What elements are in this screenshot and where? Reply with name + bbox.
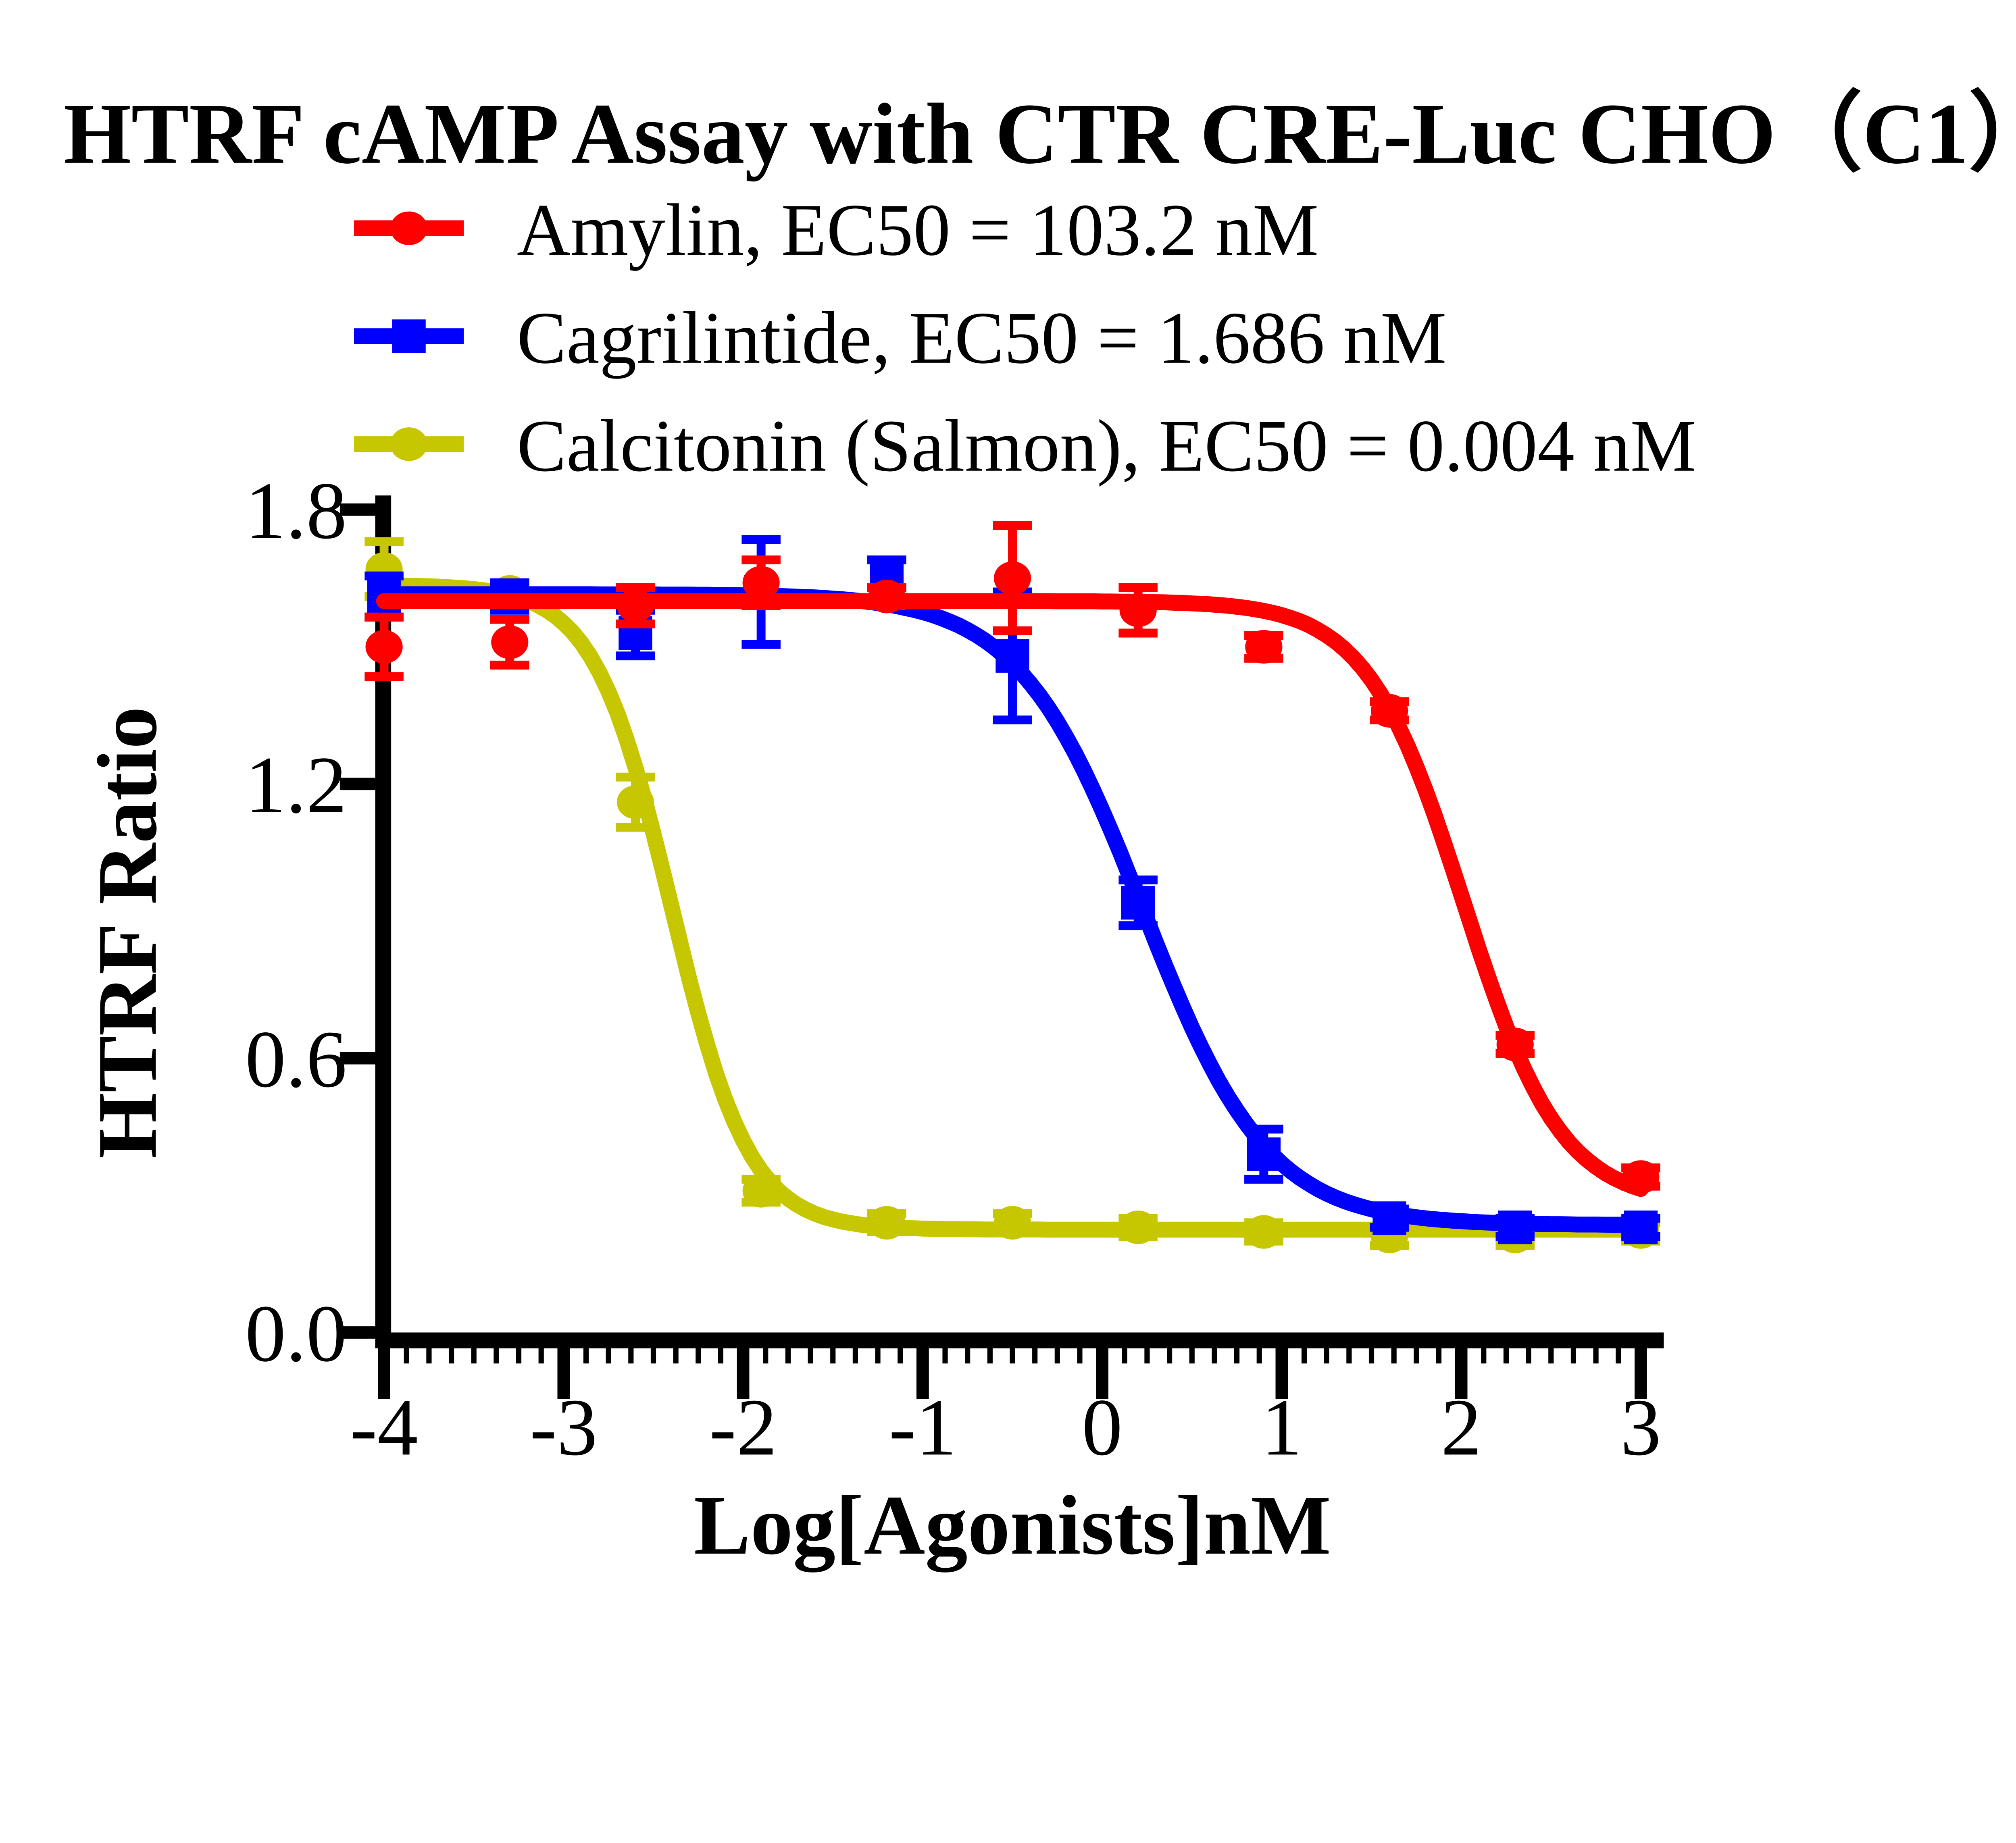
legend-label: Amylin, EC50 = 103.2 nM — [517, 189, 1319, 271]
legend-marker-circle — [390, 427, 428, 461]
legend-item-amylin: Amylin, EC50 = 103.2 nM — [354, 189, 1318, 271]
data-point-circle — [1245, 630, 1283, 664]
x-tick-label: -4 — [350, 1382, 418, 1472]
data-point-square — [1372, 1201, 1406, 1235]
data-point-circle — [1496, 1028, 1534, 1061]
y-tick-label: 1.2 — [245, 740, 347, 830]
y-axis-major-ticks — [339, 503, 379, 1339]
y-axis-title: HTRF Ratio — [80, 707, 174, 1159]
x-tick-label: -2 — [709, 1382, 777, 1472]
data-point-circle — [616, 785, 654, 819]
series-amylin — [364, 521, 1660, 1197]
y-tick-label: 1.8 — [245, 466, 347, 556]
dose-response-chart: HTRF cAMP Assay with CTR CRE-Luc CHO（C1）… — [64, 85, 2016, 1572]
data-point-square — [1247, 1137, 1281, 1171]
data-point-circle — [1370, 694, 1408, 728]
data-point-square — [1498, 1210, 1532, 1244]
data-point-circle — [993, 561, 1031, 595]
legend-item-cagrilintide: Cagrilintide, EC50 = 1.686 nM — [354, 297, 1447, 379]
data-point-square — [996, 639, 1029, 673]
y-tick-label: 0.6 — [245, 1014, 347, 1104]
data-point-circle — [993, 1206, 1031, 1240]
x-tick-label: 2 — [1441, 1382, 1482, 1472]
legend-label: Calcitonin (Salmon), EC50 = 0.004 nM — [517, 405, 1697, 487]
data-point-circle — [868, 1206, 906, 1240]
chart-title: HTRF cAMP Assay with CTR CRE-Luc CHO（C1） — [64, 85, 2016, 182]
figure-container: HTRF cAMP Assay with CTR CRE-Luc CHO（C1）… — [64, 85, 2016, 1573]
series-layer — [364, 521, 1660, 1254]
legend-marker-square — [392, 319, 426, 353]
data-point-circle — [1622, 1160, 1660, 1194]
x-tick-label: -3 — [530, 1382, 598, 1472]
legend: Amylin, EC50 = 103.2 nM Cagrilintide, EC5… — [354, 189, 1696, 487]
legend-label: Cagrilintide, EC50 = 1.686 nM — [517, 297, 1447, 379]
data-point-circle — [365, 630, 403, 664]
data-point-circle — [491, 625, 529, 659]
y-tick-label: 0.0 — [245, 1288, 347, 1379]
data-point-circle — [1119, 593, 1157, 627]
data-point-square — [1121, 886, 1155, 920]
x-tick-label: -1 — [889, 1382, 956, 1472]
x-axis-tick-labels: -4 -3 -2 -1 0 1 2 3 — [350, 1382, 1661, 1472]
data-point-circle — [1245, 1215, 1283, 1249]
data-point-circle — [616, 589, 654, 623]
legend-marker-circle — [390, 211, 428, 245]
data-point-square — [1624, 1210, 1658, 1244]
data-point-circle — [868, 580, 906, 614]
legend-item-calcitonin-salmon-: Calcitonin (Salmon), EC50 = 0.004 nM — [354, 405, 1696, 487]
y-axis-tick-labels: 0.0 0.6 1.2 1.8 — [245, 466, 347, 1379]
x-tick-label: 0 — [1082, 1382, 1123, 1472]
x-axis-title: Log[Agonists]nM — [694, 1478, 1331, 1572]
x-tick-label: 1 — [1261, 1382, 1302, 1472]
x-tick-label: 3 — [1620, 1382, 1661, 1472]
data-point-circle — [742, 1174, 780, 1208]
data-point-circle — [742, 566, 780, 600]
data-point-circle — [1119, 1210, 1157, 1244]
